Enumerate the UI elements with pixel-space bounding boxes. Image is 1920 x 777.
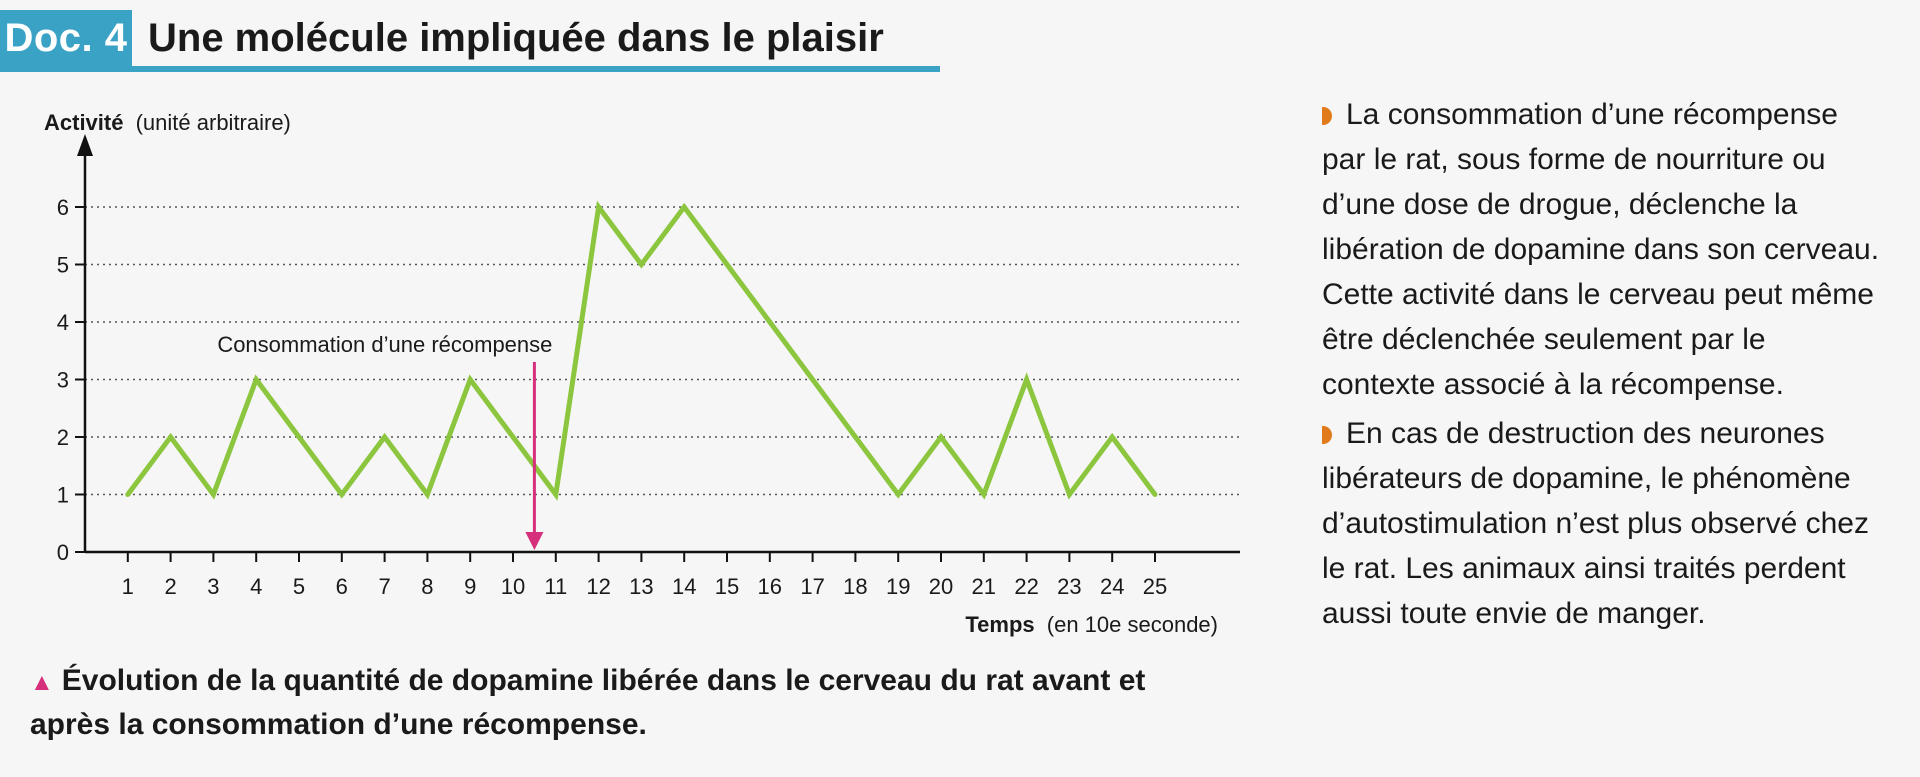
figure-caption: ▲ Évolution de la quantité de dopamine li… xyxy=(30,660,1150,746)
data-point xyxy=(210,492,216,497)
side-paragraph-2-text: En cas de destruction des neurones libér… xyxy=(1322,417,1869,630)
y-axis-label-bold: Activité xyxy=(44,110,123,135)
document-title: Une molécule impliquée dans le plaisir xyxy=(148,16,884,60)
x-tick-label: 16 xyxy=(758,574,782,599)
data-point xyxy=(724,262,730,267)
orange-bullet-icon xyxy=(1322,107,1332,126)
x-tick-label: 23 xyxy=(1057,574,1081,599)
header-rule xyxy=(0,66,940,72)
y-axis-arrowhead xyxy=(77,134,93,156)
x-tick-label: 1 xyxy=(122,574,134,599)
x-axis-label-rest: (en 10e seconde) xyxy=(1047,612,1218,637)
data-point xyxy=(424,492,430,497)
data-point xyxy=(125,492,131,497)
data-point xyxy=(810,377,816,382)
y-ticks: 0 1 2 3 4 5 6 xyxy=(57,195,85,565)
side-paragraph-1: La consommation d’une récompense par le … xyxy=(1322,92,1882,407)
y-tick-label: 5 xyxy=(57,253,69,278)
data-point xyxy=(638,262,644,267)
x-tick-label: 12 xyxy=(586,574,610,599)
x-tick-label: 17 xyxy=(800,574,824,599)
x-tick-label: 3 xyxy=(207,574,219,599)
doc-badge: Doc. 4 xyxy=(0,10,132,66)
data-point xyxy=(339,492,345,497)
x-tick-label: 11 xyxy=(544,574,567,599)
y-tick-label: 0 xyxy=(57,540,69,565)
x-tick-label: 6 xyxy=(336,574,348,599)
x-tick-label: 19 xyxy=(886,574,910,599)
document-header: Doc. 4 Une molécule impliquée dans le pl… xyxy=(0,0,1920,78)
x-tick-label: 5 xyxy=(293,574,305,599)
x-tick-label: 13 xyxy=(629,574,653,599)
y-tick-label: 1 xyxy=(57,483,69,508)
y-axis-label: Activité (unité arbitraire) xyxy=(44,110,291,135)
x-ticks: 1 2 3 4 5 6 7 8 9 10 11 12 13 14 15 16 17 18 19 20 21 22 23 24 2… xyxy=(122,552,1167,599)
data-point xyxy=(895,492,901,497)
y-tick-label: 3 xyxy=(57,368,69,393)
x-tick-label: 14 xyxy=(672,574,696,599)
orange-bullet-icon xyxy=(1322,426,1332,445)
x-tick-label: 10 xyxy=(501,574,525,599)
x-tick-label: 22 xyxy=(1014,574,1038,599)
y-axis-label-rest: (unité arbitraire) xyxy=(136,110,291,135)
data-point xyxy=(1024,377,1030,382)
x-tick-label: 24 xyxy=(1100,574,1124,599)
side-text: La consommation d’une récompense par le … xyxy=(1322,92,1882,640)
data-point xyxy=(467,377,473,382)
annotation-group: Consommation d’une récompense xyxy=(217,332,552,550)
x-axis-label: Temps (en 10e seconde) xyxy=(965,612,1218,637)
x-tick-label: 21 xyxy=(972,574,996,599)
series-group xyxy=(125,200,1158,501)
data-point xyxy=(938,434,944,440)
caption-triangle-icon: ▲ xyxy=(30,669,54,696)
x-tick-label: 20 xyxy=(929,574,953,599)
data-point xyxy=(553,492,559,497)
data-point xyxy=(382,434,388,440)
data-point xyxy=(1109,434,1115,440)
x-axis-label-bold: Temps xyxy=(965,612,1034,637)
axes xyxy=(77,134,1240,554)
data-point xyxy=(1152,492,1158,497)
x-tick-label: 25 xyxy=(1143,574,1167,599)
data-point xyxy=(852,434,858,440)
grid-lines xyxy=(85,206,1240,496)
x-tick-label: 4 xyxy=(250,574,262,599)
y-tick-label: 6 xyxy=(57,195,69,220)
data-point xyxy=(510,434,516,440)
data-point xyxy=(296,434,302,440)
caption-text: Évolution de la quantité de dopamine lib… xyxy=(30,664,1146,741)
x-tick-label: 7 xyxy=(378,574,390,599)
side-paragraph-1-text: La consommation d’une récompense par le … xyxy=(1322,98,1880,401)
data-point xyxy=(253,377,259,382)
x-tick-label: 8 xyxy=(421,574,433,599)
data-point xyxy=(596,204,602,210)
x-tick-label: 2 xyxy=(164,574,176,599)
data-point xyxy=(1066,492,1072,497)
x-tick-label: 9 xyxy=(464,574,476,599)
reward-annotation-label: Consommation d’une récompense xyxy=(217,332,552,357)
data-point xyxy=(767,319,773,325)
side-paragraph-2: En cas de destruction des neurones libér… xyxy=(1322,411,1882,636)
reward-arrow-head xyxy=(525,532,544,550)
data-point xyxy=(168,434,174,440)
x-tick-label: 15 xyxy=(715,574,739,599)
data-point xyxy=(681,204,687,210)
y-tick-label: 4 xyxy=(57,310,69,335)
x-tick-label: 18 xyxy=(843,574,867,599)
y-tick-label: 2 xyxy=(57,425,69,450)
data-point xyxy=(981,492,987,497)
